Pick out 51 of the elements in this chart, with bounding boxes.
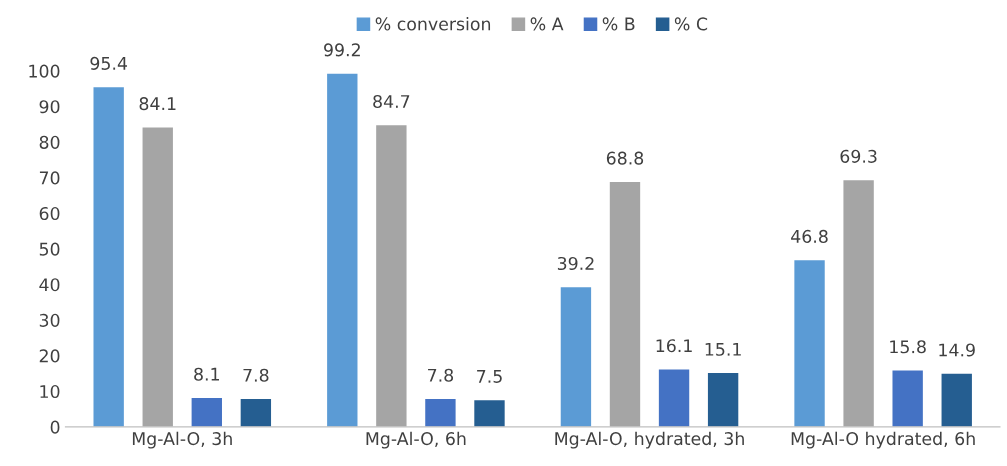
data-label: 7.5 [477, 370, 502, 383]
y-tick-label: 40 [39, 278, 60, 292]
y-tick-label: 50 [39, 242, 60, 256]
y-tick-label: 60 [39, 206, 60, 221]
data-label: 14.9 [939, 343, 975, 357]
data-label: 99.2 [324, 43, 360, 57]
legend-label: % B [602, 17, 635, 31]
data-label: 15.8 [890, 340, 926, 354]
legend-label: % A [530, 17, 564, 31]
y-tick-label: 20 [39, 349, 60, 363]
y-tick-label: 70 [39, 171, 60, 185]
data-label: 84.7 [373, 94, 410, 109]
legend-label: % conversion [375, 17, 491, 31]
bar [658, 369, 690, 427]
bar [707, 373, 739, 427]
x-tick-label: Mg-Al-O, 6h [366, 431, 466, 449]
x-tick-label: Mg-Al-O, 3h [132, 431, 232, 449]
y-tick-label: 0 [50, 420, 60, 434]
legend-label: % C [674, 17, 708, 31]
bar [376, 125, 407, 427]
bar [892, 370, 923, 427]
bar [474, 400, 505, 427]
data-label: 95.4 [90, 56, 128, 70]
bar [794, 260, 825, 427]
data-label: 8.1 [194, 367, 219, 381]
data-label: 39.2 [557, 256, 594, 271]
x-tick-label: Mg-Al-O hydrated, 6h [791, 431, 975, 449]
data-label: 7.8 [243, 368, 269, 382]
bar [609, 181, 641, 427]
data-label: 16.1 [656, 339, 692, 353]
data-label: 84.1 [139, 97, 176, 111]
x-tick-label: Mg-Al-O, hydrated, 3h [555, 431, 744, 449]
y-tick-label: 90 [39, 100, 60, 114]
data-label: 46.8 [791, 229, 828, 243]
data-label: 68.8 [606, 151, 644, 165]
bar [560, 287, 592, 427]
data-label: 69.3 [840, 149, 877, 163]
bar [142, 127, 173, 427]
bar [327, 73, 358, 427]
y-tick-label: 80 [39, 135, 60, 149]
bar [240, 399, 272, 427]
y-tick-label: 100 [29, 64, 60, 78]
bar [191, 398, 222, 427]
bar [93, 87, 124, 427]
data-label: 15.1 [705, 342, 741, 356]
bar [843, 180, 874, 427]
bar [425, 399, 456, 427]
data-label: 7.8 [428, 368, 454, 382]
y-tick-label: 30 [39, 313, 60, 327]
bar [941, 373, 972, 427]
y-tick-label: 10 [40, 384, 60, 399]
